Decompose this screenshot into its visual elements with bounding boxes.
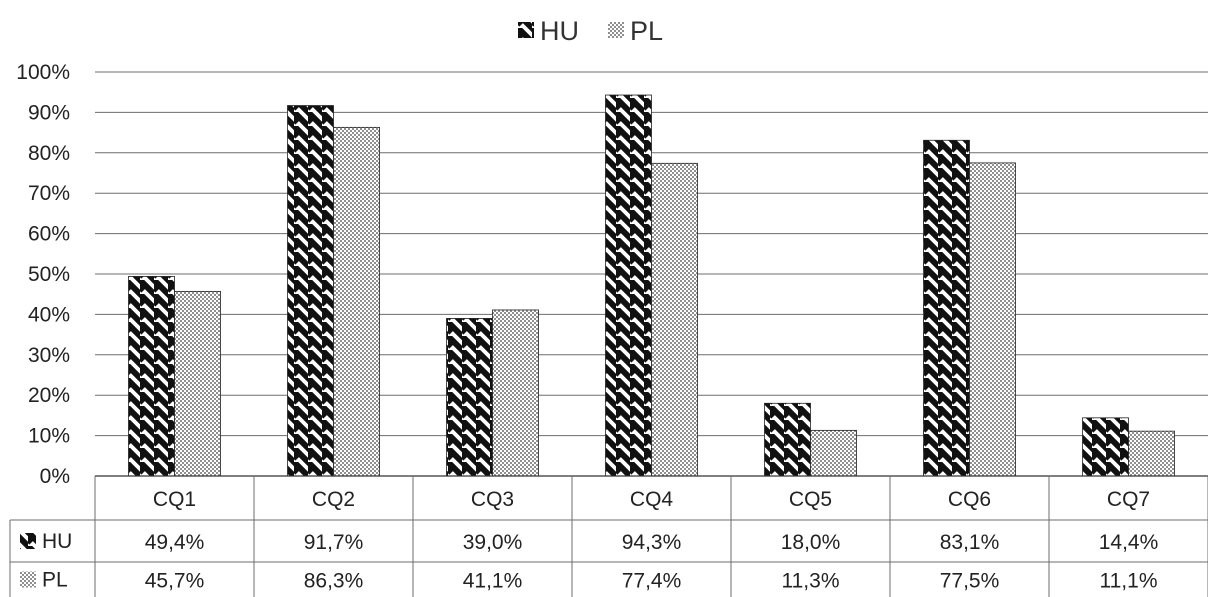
legend-label-pl: PL	[630, 16, 663, 46]
y-axis-ticks: 0% 10% 20% 30% 40% 50% 60% 70% 80% 90% 100%	[16, 61, 70, 488]
table-value-cell: 83,1%	[940, 531, 1000, 554]
table-series-name: HU	[42, 530, 72, 553]
legend-key-hu-icon	[518, 22, 534, 38]
table-key-pl-icon	[20, 571, 36, 588]
bars	[128, 94, 1175, 477]
y-tick-label: 0%	[40, 465, 70, 488]
table-value-cell: 14,4%	[1099, 531, 1159, 554]
table-value-cell: 86,3%	[304, 570, 364, 593]
y-tick-label: 70%	[28, 182, 70, 205]
bar-pl-cq7	[1128, 430, 1175, 477]
table-value-cell: 77,4%	[622, 570, 682, 593]
bar-pl-cq5	[810, 429, 857, 477]
table-value-cell: 39,0%	[463, 531, 523, 554]
bar-pl-cq3	[492, 309, 539, 477]
table-value-cell: 91,7%	[304, 531, 364, 554]
table-value-cell: 77,5%	[940, 570, 1000, 593]
table-value-cell: 11,1%	[1100, 570, 1158, 593]
table-value-cell: 45,7%	[145, 570, 205, 593]
y-tick-label: 40%	[28, 303, 70, 326]
table-value-cell: 18,0%	[781, 531, 841, 554]
bar-pl-cq4	[651, 162, 698, 477]
bar-pl-cq6	[969, 162, 1016, 477]
table-value-cell: 49,4%	[145, 531, 205, 554]
table-value-cell: 41,1%	[463, 570, 523, 593]
bar-hu-cq7	[1082, 417, 1129, 477]
category-label: CQ5	[789, 488, 832, 511]
bar-hu-cq6	[923, 139, 970, 477]
y-tick-label: 50%	[28, 263, 70, 286]
legend-label-hu: HU	[540, 16, 579, 46]
category-label: CQ6	[948, 488, 991, 511]
data-table: CQ1 CQ2 CQ3 CQ4 CQ5 CQ6 CQ7 HU 49,4% 91,7% 39,0% 94…	[9, 475, 1208, 597]
bar-hu-cq2	[287, 105, 334, 477]
bar-hu-cq4	[605, 94, 652, 477]
y-tick-label: 20%	[28, 384, 70, 407]
category-label: CQ2	[312, 488, 355, 511]
y-tick-label: 80%	[28, 142, 70, 165]
bar-pl-cq2	[333, 126, 380, 477]
category-label: CQ1	[153, 488, 196, 511]
legend: HU PL	[518, 16, 663, 46]
y-tick-label: 30%	[28, 344, 70, 367]
y-tick-label: 60%	[28, 223, 70, 246]
y-tick-label: 90%	[28, 101, 70, 124]
bar-pl-cq1	[174, 290, 221, 477]
table-key-hu-icon	[20, 533, 36, 549]
bar-hu-cq3	[446, 318, 493, 477]
bar-hu-cq5	[764, 402, 811, 477]
category-label: CQ7	[1107, 488, 1150, 511]
bar-hu-cq1	[128, 276, 175, 477]
table-value-cell: 94,3%	[622, 531, 682, 554]
y-tick-label: 10%	[28, 425, 70, 448]
category-label: CQ4	[630, 488, 674, 511]
table-value-cell: 11,3%	[782, 570, 840, 593]
legend-key-pl-icon	[608, 22, 624, 38]
category-label: CQ3	[471, 488, 514, 511]
table-series-name: PL	[42, 569, 68, 592]
y-tick-label: 100%	[16, 61, 70, 84]
